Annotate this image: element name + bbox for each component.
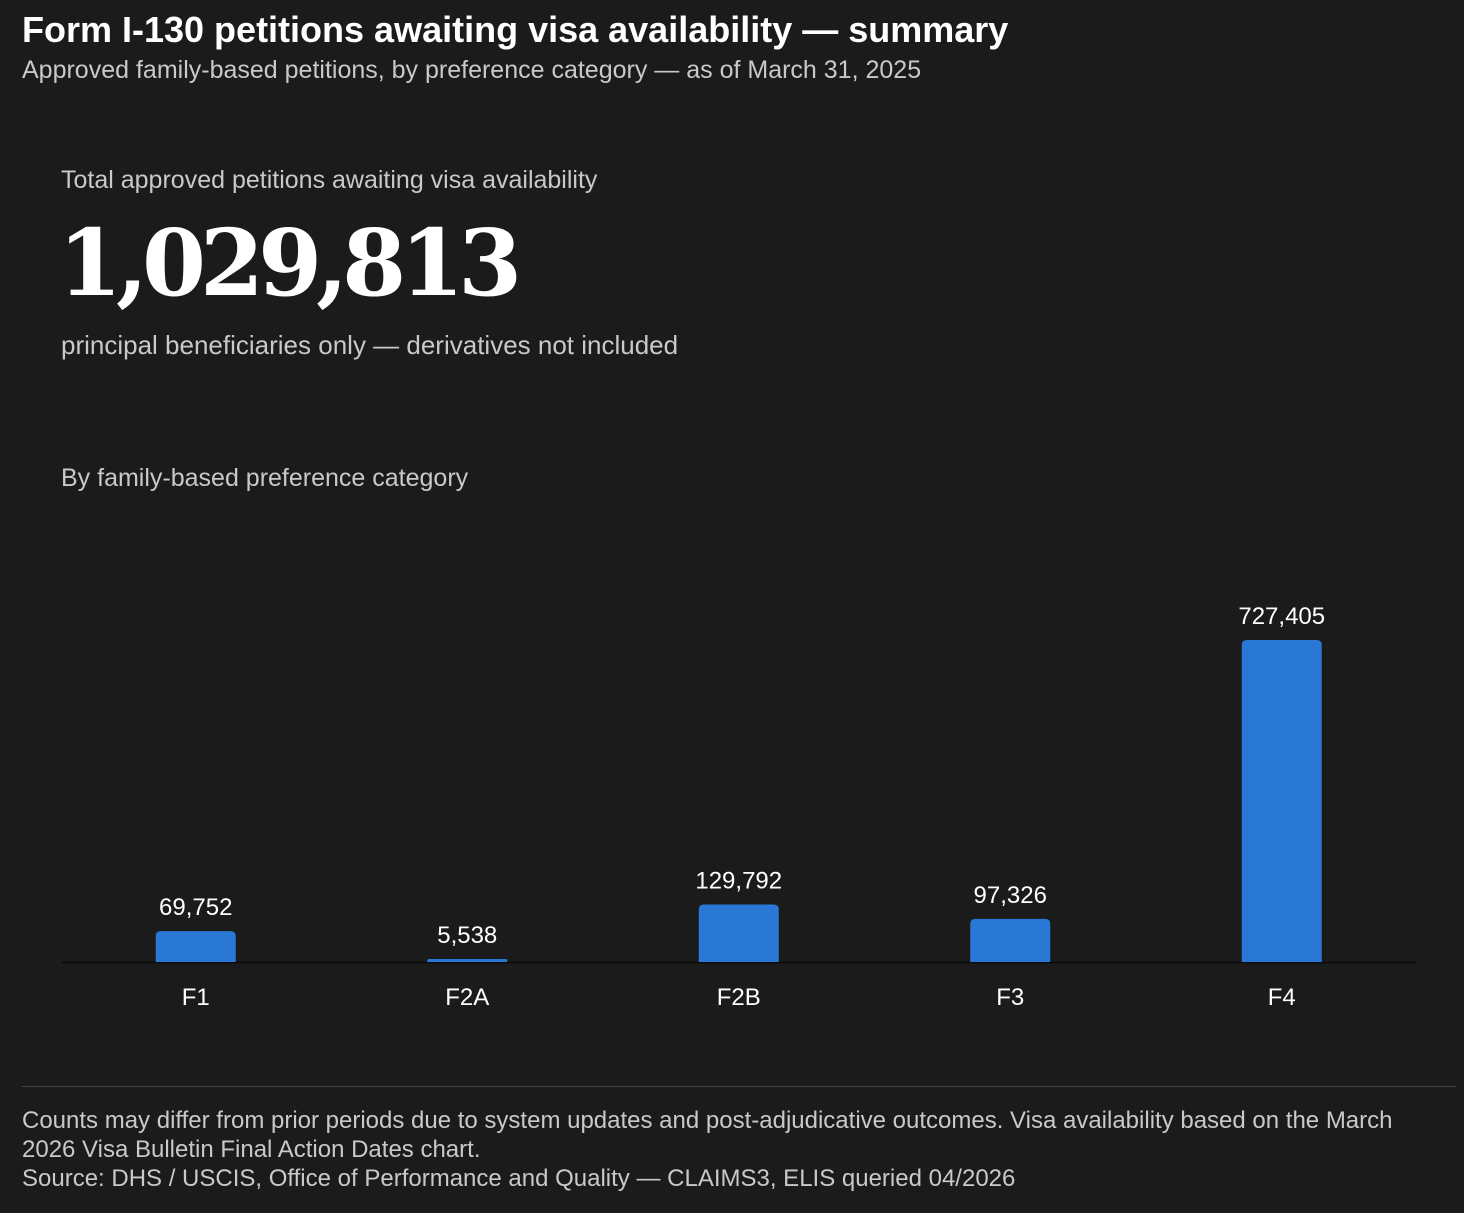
bar-f2a (427, 959, 508, 962)
bar-f1 (155, 931, 236, 962)
page-subtitle: Approved family-based petitions, by pref… (22, 56, 922, 84)
data-label-f2a: 5,538 (437, 922, 497, 949)
data-label-f1: 69,752 (159, 894, 232, 921)
page-title: Form I-130 petitions awaiting visa avail… (22, 9, 1009, 50)
footer-divider (22, 1086, 1456, 1087)
tick-label-f2a: F2A (445, 984, 489, 1011)
tick-label-f3: F3 (996, 984, 1024, 1011)
tick-label-f2b: F2B (717, 984, 761, 1011)
bar-group-f4: 727,405 F4 (1238, 603, 1325, 1011)
tick-label-f1: F1 (182, 984, 210, 1011)
bar-group-f2a: 5,538 F2A (427, 922, 508, 1011)
bar-group-f2b: 129,792 F2B (695, 868, 782, 1011)
source-note: Source: DHS / USCIS, Office of Performan… (22, 1165, 1016, 1192)
bar-group-f3: 97,326 F3 (970, 882, 1051, 1011)
data-label-f2b: 129,792 (695, 868, 782, 895)
bar-f4 (1241, 640, 1322, 962)
data-label-f4: 727,405 (1238, 603, 1325, 630)
bar-chart: 69,752 F1 5,538 F2A 129,792 F2B 97,326 F3 727,40… (62, 603, 1416, 1011)
bar-group-f1: 69,752 F1 (155, 894, 236, 1011)
chart-heading: By family-based preference category (61, 464, 469, 492)
bar-f2b (698, 904, 779, 962)
kpi-value: 1,029,813 (58, 209, 522, 317)
footnote: Counts may differ from prior periods due… (22, 1107, 1393, 1163)
bar-f3 (970, 918, 1051, 962)
tick-label-f4: F4 (1268, 984, 1296, 1011)
data-label-f3: 97,326 (974, 882, 1047, 909)
kpi-note: principal beneficiaries only — derivativ… (61, 330, 679, 360)
kpi-label: Total approved petitions awaiting visa a… (61, 166, 598, 194)
